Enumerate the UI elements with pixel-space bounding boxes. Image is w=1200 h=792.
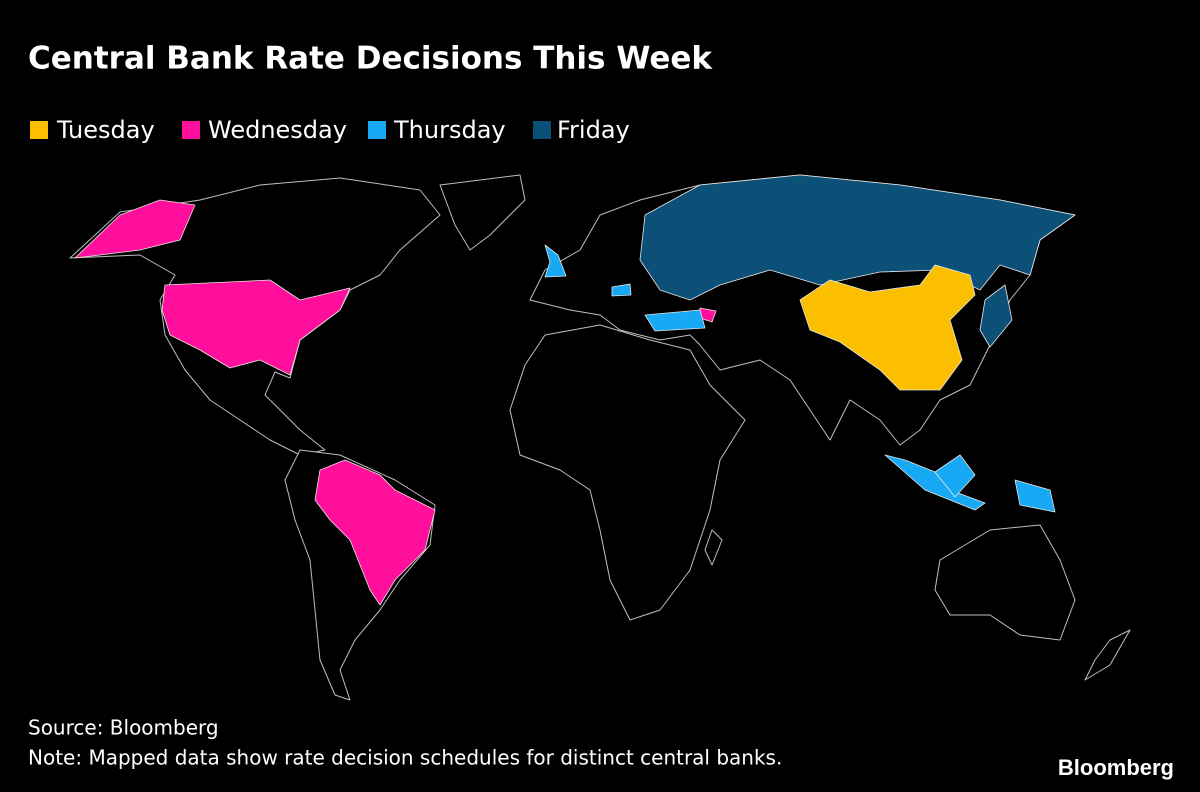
legend-label: Wednesday — [208, 116, 347, 144]
note: Note: Mapped data show rate decision sch… — [28, 746, 782, 770]
legend-swatch — [30, 121, 48, 139]
country — [74, 199, 196, 259]
island — [704, 529, 723, 566]
legend-swatch — [368, 121, 386, 139]
country — [799, 264, 976, 391]
continent — [439, 174, 526, 251]
country — [611, 283, 632, 297]
country — [884, 454, 986, 511]
legend-label: Tuesday — [56, 116, 155, 144]
country — [979, 284, 1013, 348]
country — [639, 174, 1076, 301]
country — [934, 454, 976, 498]
source: Source: Bloomberg — [28, 716, 219, 740]
continent — [934, 524, 1076, 641]
brand-logo: Bloomberg — [1058, 755, 1174, 780]
legend-swatch — [182, 121, 200, 139]
legend-label: Friday — [557, 116, 630, 144]
country — [544, 244, 567, 278]
legend: Tuesday Wednesday Thursday Friday — [30, 116, 630, 144]
country — [161, 279, 351, 376]
country — [1014, 479, 1056, 513]
title: Central Bank Rate Decisions This Week — [28, 41, 713, 77]
legend-swatch — [533, 121, 551, 139]
island — [1084, 629, 1131, 681]
world-map — [69, 174, 1131, 701]
country — [314, 459, 436, 606]
continent — [509, 324, 746, 621]
legend-label: Thursday — [393, 116, 506, 144]
country — [644, 309, 706, 332]
